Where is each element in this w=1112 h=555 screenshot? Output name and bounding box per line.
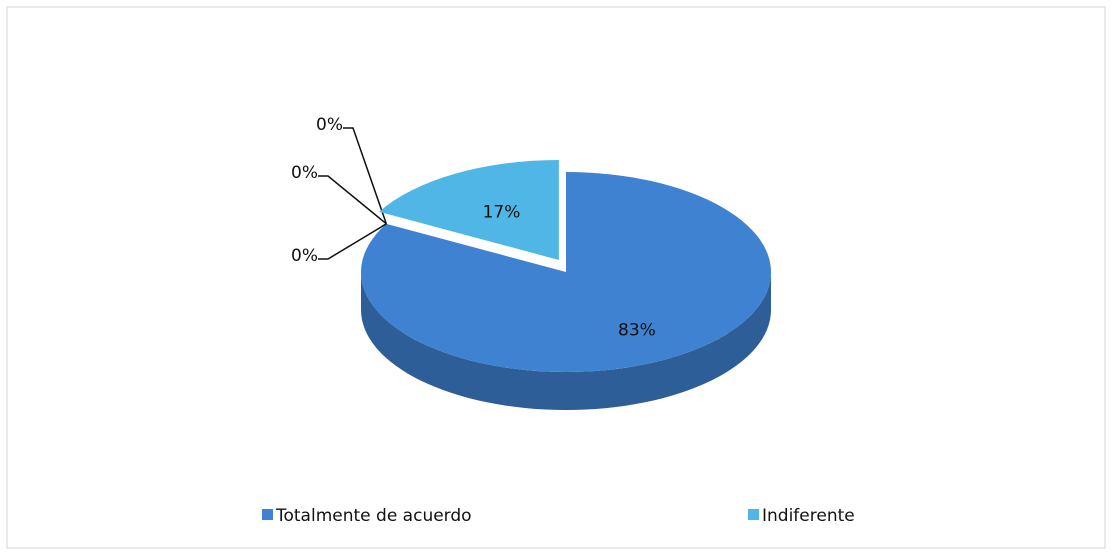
legend-swatch bbox=[262, 509, 273, 520]
data-label: 83% bbox=[618, 321, 656, 341]
leader-line bbox=[318, 175, 387, 225]
slice-side bbox=[361, 272, 771, 410]
legend-swatch bbox=[748, 509, 759, 520]
data-label: 0% bbox=[291, 163, 318, 183]
data-label: 0% bbox=[291, 246, 318, 266]
data-label: 0% bbox=[316, 115, 343, 135]
leader-line bbox=[343, 127, 388, 225]
legend-label: Totalmente de acuerdo bbox=[275, 506, 472, 526]
legend-label: Indiferente bbox=[762, 506, 855, 526]
leader-line bbox=[318, 223, 387, 260]
slice bbox=[379, 159, 559, 260]
data-label: 17% bbox=[483, 203, 521, 223]
slice bbox=[360, 172, 771, 372]
